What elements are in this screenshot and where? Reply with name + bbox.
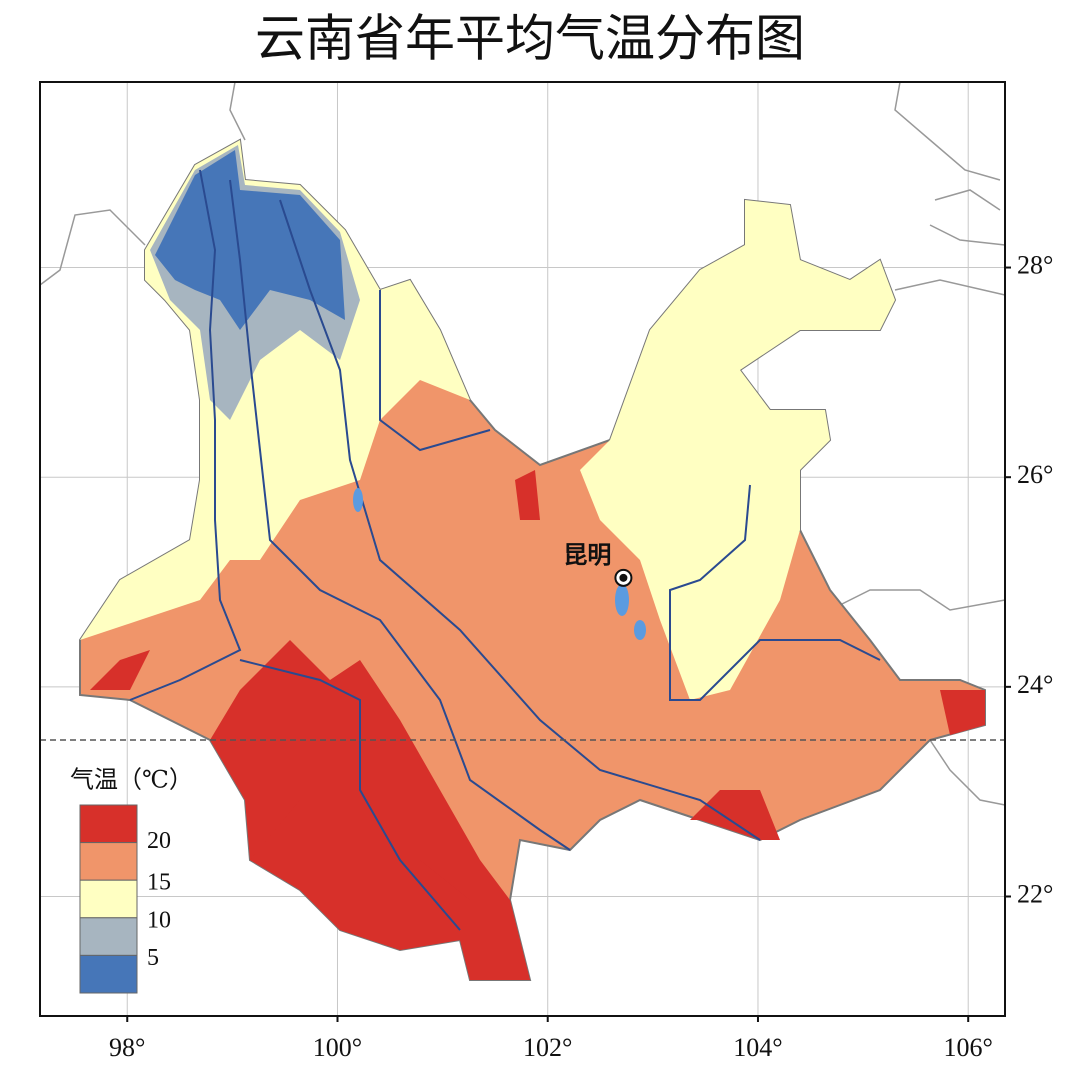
city-label: 昆明: [563, 541, 611, 569]
river: [379, 290, 491, 452]
lake: [634, 620, 646, 640]
legend-label: 5: [147, 945, 159, 971]
lakes: [353, 488, 646, 640]
zone-below-5: [155, 150, 345, 330]
y-tick-label: 28°: [1017, 251, 1053, 280]
x-tick-label: 104°: [733, 1033, 782, 1062]
legend-swatch: [79, 804, 138, 844]
y-tick-label: 22°: [1017, 879, 1053, 908]
legend-label: 20: [147, 828, 171, 854]
legend-swatch: [79, 842, 138, 881]
river: [279, 199, 761, 841]
border-line: [829, 589, 1006, 611]
x-tick-label: 100°: [313, 1033, 362, 1062]
border-line: [894, 279, 1006, 296]
border-line: [39, 209, 146, 286]
city: 昆明: [563, 541, 633, 587]
axes: 98° 100° 102° 104° 106° 22° 24° 26° 28°: [109, 251, 1053, 1062]
legend: 气温（℃） 20 15 10 5: [70, 767, 193, 994]
border-line: [929, 739, 1006, 806]
border-line: [894, 81, 1006, 246]
legend-swatch: [79, 879, 138, 919]
temperature-map: [79, 138, 986, 981]
legend-swatch: [79, 917, 138, 956]
x-tick-label: 106°: [944, 1033, 993, 1062]
lake: [615, 584, 629, 616]
lake: [353, 488, 363, 512]
river: [669, 484, 881, 701]
legend-label: 15: [147, 870, 171, 896]
neighbor-borders: [39, 81, 1006, 806]
river: [229, 179, 571, 851]
river: [129, 169, 242, 701]
river: [239, 659, 461, 931]
zone-above-20: [250, 800, 530, 980]
x-tick-label: 102°: [523, 1033, 572, 1062]
border-line: [229, 81, 246, 141]
legend-label: 10: [147, 907, 171, 933]
legend-swatch: [79, 954, 138, 994]
map-frame: [39, 81, 1006, 1017]
legend-title: 气温（℃）: [70, 767, 193, 794]
zone-10-15: [580, 200, 895, 700]
city-dot: [619, 573, 628, 582]
map-title: 云南省年平均气温分布图: [255, 10, 805, 66]
rivers: [129, 169, 881, 931]
y-tick-label: 26°: [1017, 460, 1053, 489]
y-tick-label: 24°: [1017, 670, 1053, 699]
x-tick-label: 98°: [109, 1033, 145, 1062]
